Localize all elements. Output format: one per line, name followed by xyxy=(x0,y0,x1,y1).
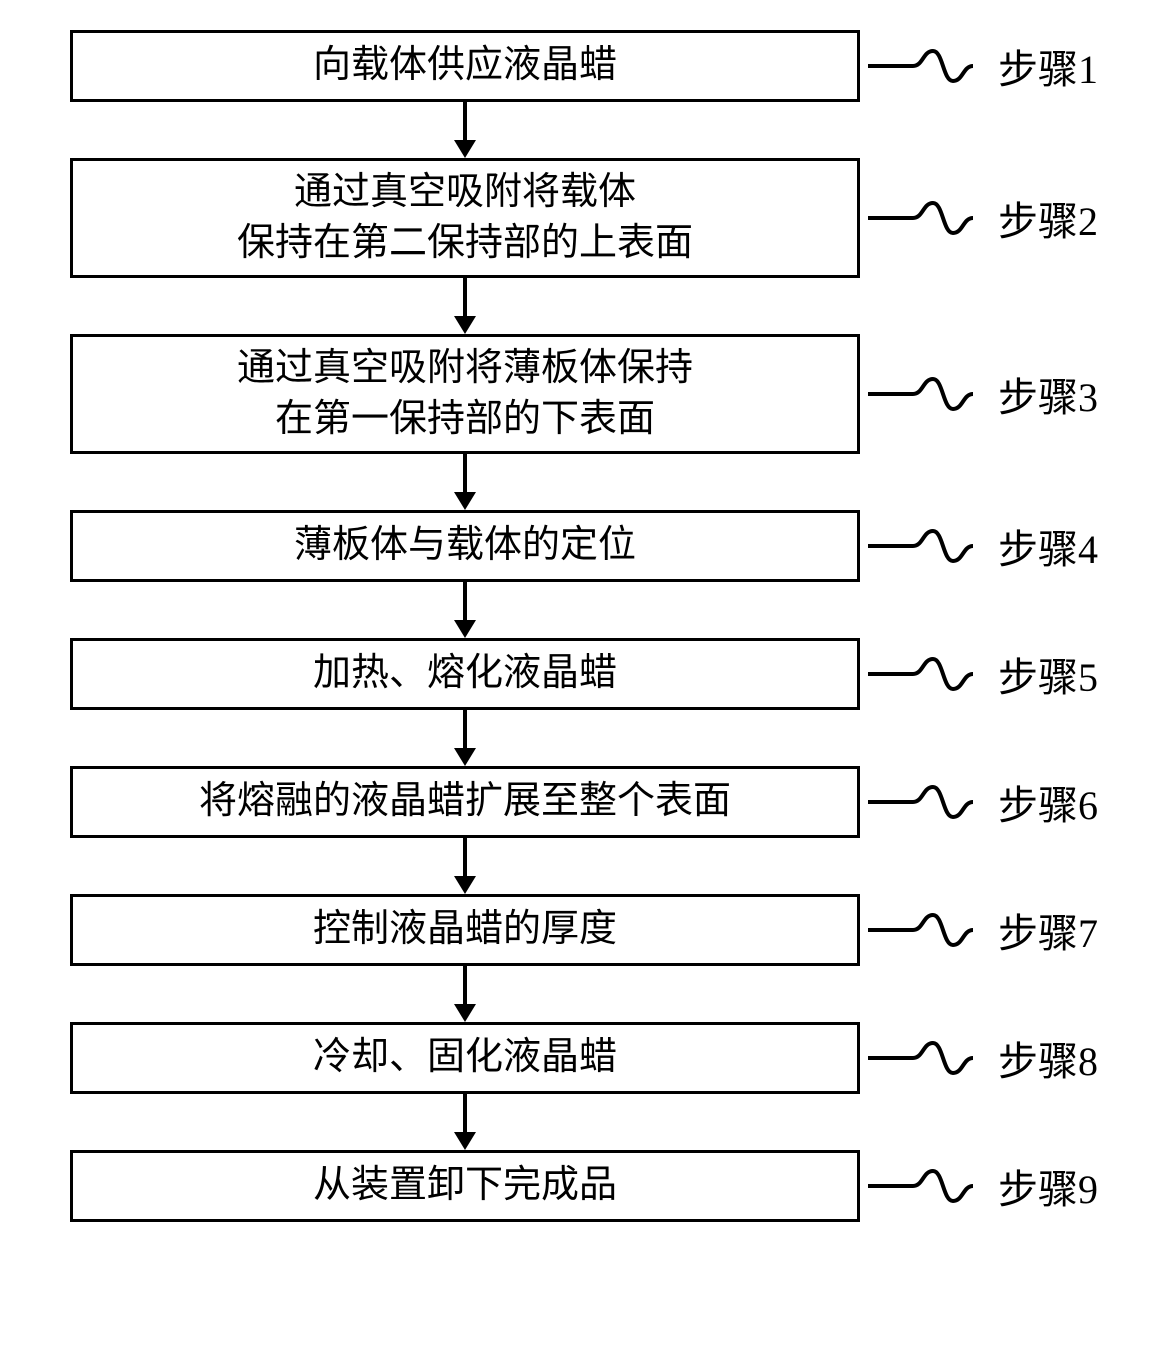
arrow-1-2 xyxy=(0,102,1164,158)
step-text-8-line1: 冷却、固化液晶蜡 xyxy=(313,1032,617,1083)
step-text-7-line1: 控制液晶蜡的厚度 xyxy=(313,904,617,955)
arrow-7-8 xyxy=(0,966,1164,1022)
step-box-6: 将熔融的液晶蜡扩展至整个表面 xyxy=(70,766,860,838)
arrow-4-5 xyxy=(0,582,1164,638)
step-box-7: 控制液晶蜡的厚度 xyxy=(70,894,860,966)
arrow-3-4 xyxy=(0,454,1164,510)
connector-7: 步骤7 xyxy=(868,901,1098,959)
tilde-connector-3 xyxy=(868,369,998,419)
step-label-7: 步骤7 xyxy=(998,901,1098,959)
step-row-7: 控制液晶蜡的厚度 步骤7 xyxy=(0,894,1164,966)
connector-5: 步骤5 xyxy=(868,645,1098,703)
tilde-connector-7 xyxy=(868,905,998,955)
step-text-9-line1: 从装置卸下完成品 xyxy=(313,1160,617,1211)
step-label-8: 步骤8 xyxy=(998,1029,1098,1087)
step-label-4: 步骤4 xyxy=(998,517,1098,575)
step-row-5: 加热、熔化液晶蜡 步骤5 xyxy=(0,638,1164,710)
step-text-5-line1: 加热、熔化液晶蜡 xyxy=(313,648,617,699)
step-text-3-line1: 通过真空吸附将薄板体保持 xyxy=(237,343,693,394)
step-row-6: 将熔融的液晶蜡扩展至整个表面 步骤6 xyxy=(0,766,1164,838)
step-label-1: 步骤1 xyxy=(998,37,1098,95)
step-box-3: 通过真空吸附将薄板体保持 在第一保持部的下表面 xyxy=(70,334,860,454)
step-label-3: 步骤3 xyxy=(998,365,1098,423)
step-text-6-line1: 将熔融的液晶蜡扩展至整个表面 xyxy=(199,776,731,827)
step-row-3: 通过真空吸附将薄板体保持 在第一保持部的下表面 步骤3 xyxy=(0,334,1164,454)
step-label-6: 步骤6 xyxy=(998,773,1098,831)
flowchart-container: 向载体供应液晶蜡 步骤1 通过真空吸附将载体 保持在第二保持部的上表面 xyxy=(0,30,1164,1222)
connector-2: 步骤2 xyxy=(868,189,1098,247)
arrow-5-6 xyxy=(0,710,1164,766)
step-row-1: 向载体供应液晶蜡 步骤1 xyxy=(0,30,1164,102)
step-box-1: 向载体供应液晶蜡 xyxy=(70,30,860,102)
step-row-9: 从装置卸下完成品 步骤9 xyxy=(0,1150,1164,1222)
connector-6: 步骤6 xyxy=(868,773,1098,831)
arrow-2-3 xyxy=(0,278,1164,334)
step-row-4: 薄板体与载体的定位 步骤4 xyxy=(0,510,1164,582)
step-text-2-line2: 保持在第二保持部的上表面 xyxy=(237,218,693,269)
tilde-connector-8 xyxy=(868,1033,998,1083)
step-label-2: 步骤2 xyxy=(998,189,1098,247)
connector-9: 步骤9 xyxy=(868,1157,1098,1215)
step-label-9: 步骤9 xyxy=(998,1157,1098,1215)
connector-4: 步骤4 xyxy=(868,517,1098,575)
step-box-4: 薄板体与载体的定位 xyxy=(70,510,860,582)
arrow-8-9 xyxy=(0,1094,1164,1150)
tilde-connector-9 xyxy=(868,1161,998,1211)
step-box-2: 通过真空吸附将载体 保持在第二保持部的上表面 xyxy=(70,158,860,278)
tilde-connector-1 xyxy=(868,41,998,91)
tilde-connector-6 xyxy=(868,777,998,827)
tilde-connector-5 xyxy=(868,649,998,699)
connector-1: 步骤1 xyxy=(868,37,1098,95)
arrow-6-7 xyxy=(0,838,1164,894)
step-row-2: 通过真空吸附将载体 保持在第二保持部的上表面 步骤2 xyxy=(0,158,1164,278)
connector-8: 步骤8 xyxy=(868,1029,1098,1087)
connector-3: 步骤3 xyxy=(868,365,1098,423)
step-box-5: 加热、熔化液晶蜡 xyxy=(70,638,860,710)
step-row-8: 冷却、固化液晶蜡 步骤8 xyxy=(0,1022,1164,1094)
step-text-4-line1: 薄板体与载体的定位 xyxy=(294,520,636,571)
tilde-connector-2 xyxy=(868,193,998,243)
step-text-3-line2: 在第一保持部的下表面 xyxy=(275,394,655,445)
tilde-connector-4 xyxy=(868,521,998,571)
step-text-2-line1: 通过真空吸附将载体 xyxy=(294,167,636,218)
step-label-5: 步骤5 xyxy=(998,645,1098,703)
step-box-8: 冷却、固化液晶蜡 xyxy=(70,1022,860,1094)
step-text-1-line1: 向载体供应液晶蜡 xyxy=(313,40,617,91)
step-box-9: 从装置卸下完成品 xyxy=(70,1150,860,1222)
